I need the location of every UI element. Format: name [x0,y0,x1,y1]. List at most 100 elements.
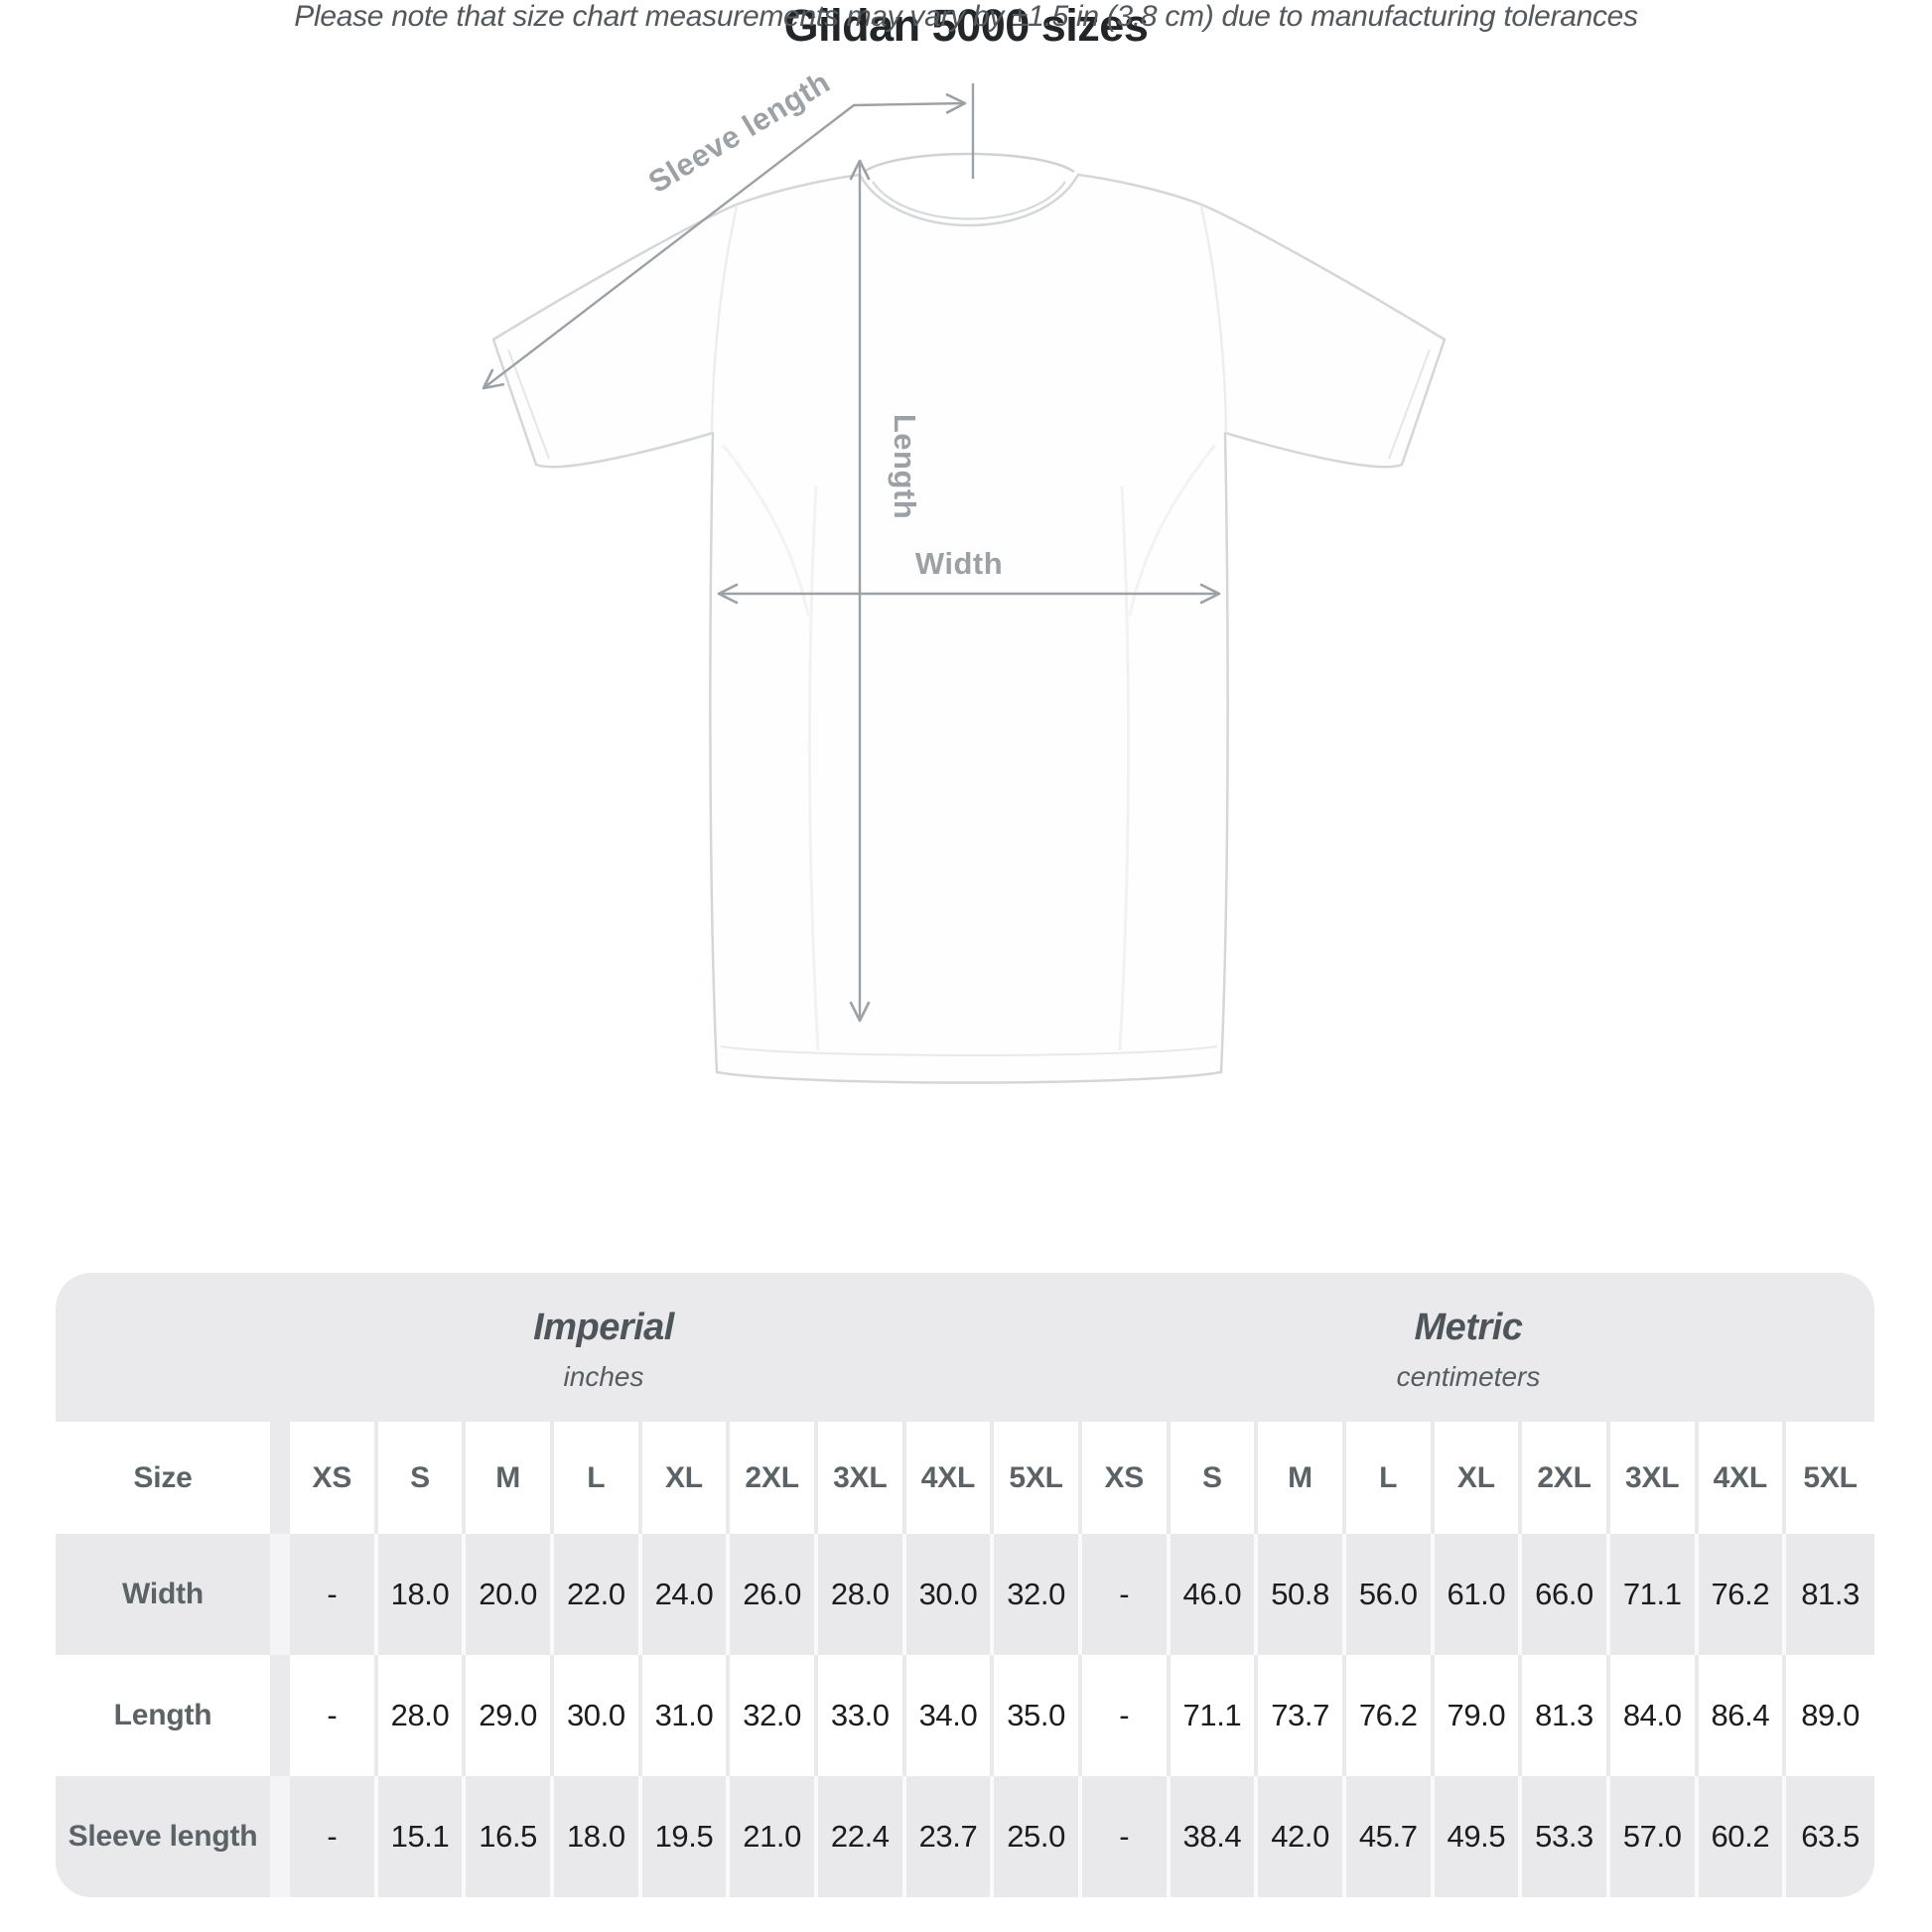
value-cell: 28.0 [377,1655,467,1776]
sleeve-length-arrow [482,93,967,390]
right-armhole-seam [1199,206,1228,432]
tshirt-diagram: Sleeve length Length Width [482,65,1447,1084]
value-cell: - [290,1776,378,1897]
size-table: Size XS S M L XL 2XL 3XL 4XL 5XL XS S M L XL 2XL 3XL 4XL 5… [56,1422,1874,1897]
value-cell: 57.0 [1609,1776,1699,1897]
value-cell: 31.0 [641,1655,731,1776]
value-cell: 61.0 [1434,1534,1523,1655]
size-header-cell-metric-xs: XS [1081,1422,1171,1534]
value-cell: 71.1 [1170,1655,1259,1776]
value-cell: 84.0 [1609,1655,1699,1776]
value-cell: 81.3 [1522,1655,1610,1776]
value-cell: - [290,1655,378,1776]
row-label-cell: Length [56,1655,291,1776]
value-cell: 89.0 [1786,1655,1874,1776]
size-header-cell-imperial-4xl: 4XL [905,1422,995,1534]
value-cell: - [1081,1776,1171,1897]
value-cell: 81.3 [1786,1534,1874,1655]
right-cuff-stitch [1388,348,1431,460]
row-label-cell: Width [56,1534,291,1655]
value-cell: 30.0 [553,1655,642,1776]
value-cell: 30.0 [905,1534,995,1655]
value-cell: 33.0 [817,1655,906,1776]
value-cell: 15.1 [377,1776,467,1897]
measurement-row-length: Length -28.0 29.0 30.0 31.0 32.0 33.0 34.0 35.0-… [56,1655,1874,1776]
value-cell: 66.0 [1522,1534,1610,1655]
value-cell: 49.5 [1434,1776,1523,1897]
value-cell: 23.7 [905,1776,995,1897]
page-title: Gildan 5000 sizes [783,0,1149,51]
value-cell: 22.4 [817,1776,906,1897]
size-header-row: Size XS S M L XL 2XL 3XL 4XL 5XL XS S M L XL 2XL 3XL 4XL 5… [56,1422,1874,1534]
metric-unit: centimeters [1396,1361,1541,1392]
value-cell: 38.4 [1170,1776,1259,1897]
metric-unit-group: Metric centimeters [1397,1307,1541,1393]
value-cell: 76.2 [1698,1534,1787,1655]
value-cell: 35.0 [994,1655,1082,1776]
value-cell: - [290,1534,378,1655]
size-header-cell-metric-s: S [1170,1422,1259,1534]
size-header-cell-imperial-xl: XL [641,1422,731,1534]
value-cell: 21.0 [730,1776,818,1897]
value-cell: 45.7 [1345,1776,1435,1897]
size-header-cell-imperial-2xl: 2XL [730,1422,818,1534]
value-cell: 25.0 [994,1776,1082,1897]
measurement-annotations [482,83,1221,1023]
value-cell: 50.8 [1258,1534,1346,1655]
value-cell: 26.0 [730,1534,818,1655]
imperial-unit-group: Imperial inches [533,1307,674,1393]
size-header-cell-metric-xl: XL [1434,1422,1523,1534]
value-cell: 63.5 [1786,1776,1874,1897]
value-cell: 71.1 [1609,1534,1699,1655]
fold-line [807,485,820,1051]
value-cell: 22.0 [553,1534,642,1655]
sleeve-length-label: Sleeve length [642,65,836,200]
size-header-cell-imperial-m: M [466,1422,554,1534]
value-cell: 32.0 [994,1534,1082,1655]
value-cell: 42.0 [1258,1776,1346,1897]
size-header-cell-metric-m: M [1258,1422,1346,1534]
value-cell: 19.5 [641,1776,731,1897]
size-header-cell-metric-2xl: 2XL [1522,1422,1610,1534]
value-cell: 79.0 [1434,1655,1523,1776]
metric-label: Metric [1414,1307,1523,1348]
value-cell: 18.0 [377,1534,467,1655]
value-cell: 56.0 [1345,1534,1435,1655]
width-label: Width [915,546,1003,581]
row-label-cell: Sleeve length [56,1776,291,1897]
size-header-cell-metric-4xl: 4XL [1698,1422,1787,1534]
size-header-cell-metric-5xl: 5XL [1786,1422,1874,1534]
size-header-cell-metric-l: L [1345,1422,1435,1534]
value-cell: 32.0 [730,1655,818,1776]
size-table-card: Imperial inches Metric centimeters Size X… [56,1273,1874,1897]
tshirt-graphic [491,152,1447,1084]
value-cell: 18.0 [553,1776,642,1897]
value-cell: 28.0 [817,1534,906,1655]
value-cell: 86.4 [1698,1655,1787,1776]
hem-stitch [720,1045,1218,1056]
value-cell: 24.0 [641,1534,731,1655]
value-cell: 29.0 [466,1655,554,1776]
size-header-cell-imperial-5xl: 5XL [994,1422,1082,1534]
unit-band: Imperial inches Metric centimeters [56,1273,1874,1422]
page-subtitle: Please note that size chart measurements… [294,0,1638,33]
imperial-label: Imperial [533,1307,674,1348]
value-cell: 20.0 [466,1534,554,1655]
tshirt-collar-top [863,152,1075,174]
value-cell: 53.3 [1522,1776,1610,1897]
value-cell: 16.5 [466,1776,554,1897]
size-header-cell-imperial-s: S [377,1422,467,1534]
size-header-cell-imperial-l: L [553,1422,642,1534]
value-cell: - [1081,1534,1171,1655]
value-cell: 60.2 [1698,1776,1787,1897]
size-column-header: Size [56,1422,291,1534]
tshirt-body [491,173,1447,1084]
value-cell: 76.2 [1345,1655,1435,1776]
imperial-unit: inches [563,1361,644,1392]
value-cell: 34.0 [905,1655,995,1776]
size-header-cell-metric-3xl: 3XL [1609,1422,1699,1534]
size-header-cell-imperial-3xl: 3XL [817,1422,906,1534]
fold-line [1118,485,1131,1051]
size-header-cell-imperial-xs: XS [290,1422,378,1534]
